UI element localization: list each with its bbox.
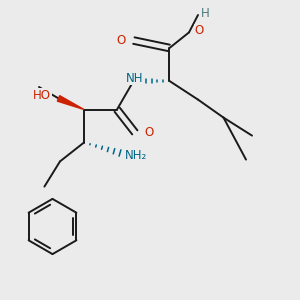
- Text: O: O: [194, 24, 204, 38]
- Text: O: O: [144, 126, 153, 139]
- Text: O: O: [117, 34, 126, 47]
- Text: H: H: [201, 7, 210, 20]
- Text: HO: HO: [33, 89, 51, 102]
- Polygon shape: [57, 96, 84, 110]
- Text: NH: NH: [126, 71, 144, 85]
- Text: NH₂: NH₂: [124, 149, 147, 162]
